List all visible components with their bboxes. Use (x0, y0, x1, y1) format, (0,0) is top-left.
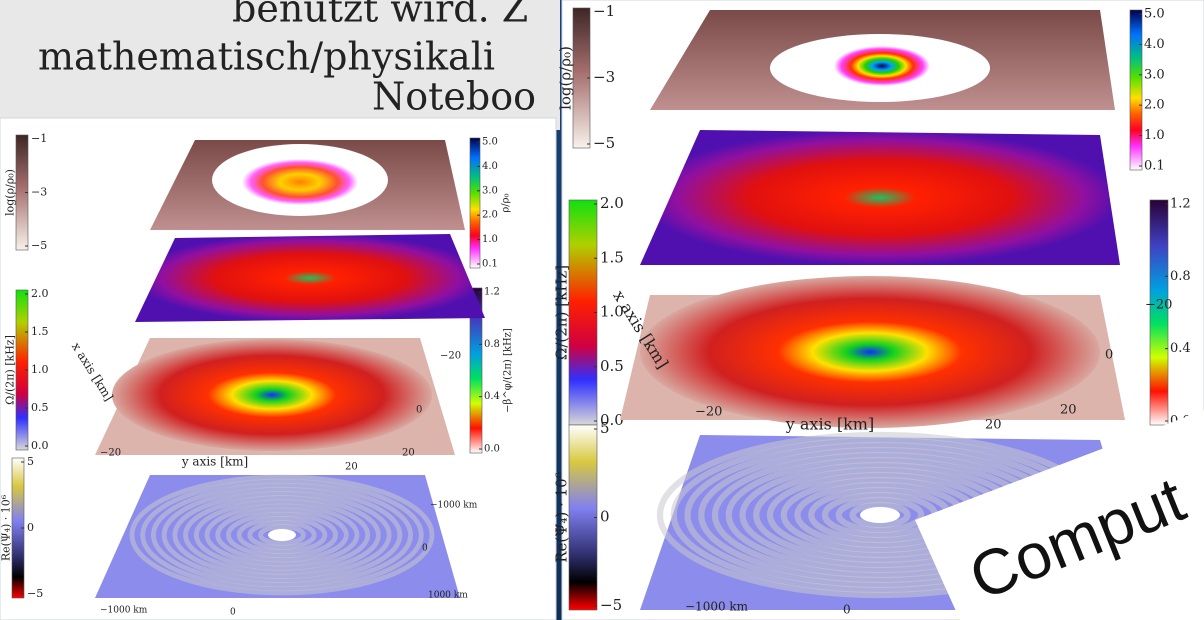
colorbar-tick-label: 0.5 (31, 401, 49, 414)
colorbar-tick-label: 2.0 (482, 210, 498, 221)
colorbar-tick-label: 0.0 (31, 439, 49, 452)
colorbar-tick-label: 0 (600, 508, 610, 526)
axis-tick-label: −20 (695, 405, 722, 420)
omega-field (112, 339, 432, 451)
colorbar (1150, 200, 1168, 425)
colorbar-tick-label: −1 (593, 2, 615, 20)
colorbar-tick-label: 0.1 (1144, 159, 1165, 174)
axis-tick-label: 0 (422, 544, 428, 554)
axis-tick-label: 0 (416, 405, 422, 416)
colorbar-tick-label: −1 (31, 132, 47, 145)
axis-tick-label: 20 (1060, 403, 1077, 418)
axis-tick-label: −20 (100, 448, 121, 459)
screen: benutzt wird. Z mathematisch/physikaliNot… (0, 0, 1204, 620)
colorbar-tick-label: 1.0 (482, 234, 498, 245)
slide-text: mathematisch/physikali (38, 35, 495, 79)
shift-plane (640, 130, 1120, 265)
wave-center (860, 507, 900, 523)
colorbar (569, 200, 597, 425)
colorbar-tick-label: 2.0 (1144, 98, 1165, 113)
colorbar-tick-label: 5 (600, 419, 610, 437)
colorbar-tick-label: 0.1 (482, 259, 498, 270)
axis-tick-label: 20 (345, 462, 358, 473)
slide-text: Noteboo (372, 75, 536, 119)
axis-label: y axis [km] (785, 415, 874, 434)
colorbar-tick-label: 3.0 (1144, 67, 1165, 82)
density-core (834, 46, 930, 86)
shift-plane (135, 234, 485, 322)
colorbar-tick-label: 0.4 (1170, 341, 1191, 356)
colorbar-tick-label: 3.0 (482, 185, 498, 196)
colorbar (569, 425, 597, 610)
colorbar-tick-label: 4.0 (482, 161, 498, 172)
colorbar-tick-label: 1.2 (484, 287, 500, 298)
colorbar-tick-label: 2.0 (600, 194, 624, 212)
axis-tick-label: −1000 km (100, 606, 148, 616)
colorbar-tick-label: 1.0 (1144, 128, 1165, 143)
colorbar-tick-label: −5 (27, 587, 43, 600)
colorbar-tick-label: 5 (27, 455, 34, 468)
axis-tick-label: 1000 km (428, 591, 468, 601)
axis-label: y axis [km] (181, 455, 248, 469)
colorbar-tick-label: −5 (600, 596, 622, 614)
colorbar-label: Re(Ψ₄) · 10⁶ (553, 472, 571, 562)
colorbar (1130, 10, 1142, 170)
axis-tick-label: 0 (230, 608, 236, 618)
colorbar-tick-label: 4.0 (1144, 37, 1165, 52)
axis-tick-label: 20 (402, 448, 415, 459)
colorbar-label: ρ/ρ₀ (501, 193, 512, 212)
axis-tick-label: −20 (440, 351, 461, 362)
colorbar-label: −β^φ/(2π) [kHz] (503, 328, 514, 413)
axis-tick-label: 0 (843, 603, 851, 617)
colorbar-tick-label: 1.0 (31, 363, 49, 376)
colorbar-label: Re(Ψ₄) · 10⁶ (0, 494, 13, 561)
colorbar (470, 138, 480, 268)
colorbar-tick-label: 0.4 (484, 391, 500, 402)
colorbar-label: Ω/(2π) [kHz] (4, 335, 17, 405)
axis-tick-label: −1000 km (430, 501, 478, 511)
wave-center (268, 529, 296, 541)
colorbar-tick-label: −5 (593, 134, 615, 152)
colorbar-tick-label: 0.8 (1170, 269, 1191, 284)
colorbar-tick-label: −5 (31, 239, 47, 252)
colorbar-tick-label: 0.8 (484, 339, 500, 350)
colorbar-tick-label: 1.5 (31, 325, 49, 338)
axis-tick-label: 20 (985, 418, 1002, 433)
colorbar-label: Ω/(2π) [kHz] (553, 265, 571, 360)
colorbar-label: log(ρ/ρ₀) (4, 169, 17, 216)
colorbar-tick-label: 5.0 (482, 137, 498, 148)
density-core (242, 159, 358, 205)
slide-text: benutzt wird. Z (232, 0, 528, 31)
colorbar-tick-label: 2.0 (31, 287, 49, 300)
colorbar-tick-label: −3 (31, 186, 47, 199)
colorbar-tick-label: 5.0 (1144, 7, 1165, 22)
axis-tick-label: −20 (1145, 298, 1172, 313)
colorbar-tick-label: 1.5 (600, 248, 624, 266)
colorbar-tick-label: −3 (593, 68, 615, 86)
colorbar-tick-label: 0.5 (600, 357, 624, 375)
colorbar-label: log(ρ/ρ₀) (557, 46, 575, 110)
colorbar-tick-label: 0 (27, 521, 34, 534)
colorbar-tick-label: 0.0 (484, 444, 500, 455)
axis-tick-label: 0 (1105, 348, 1113, 363)
colorbar-tick-label: 1.2 (1170, 197, 1191, 212)
axis-tick-label: −1000 km (685, 600, 749, 614)
